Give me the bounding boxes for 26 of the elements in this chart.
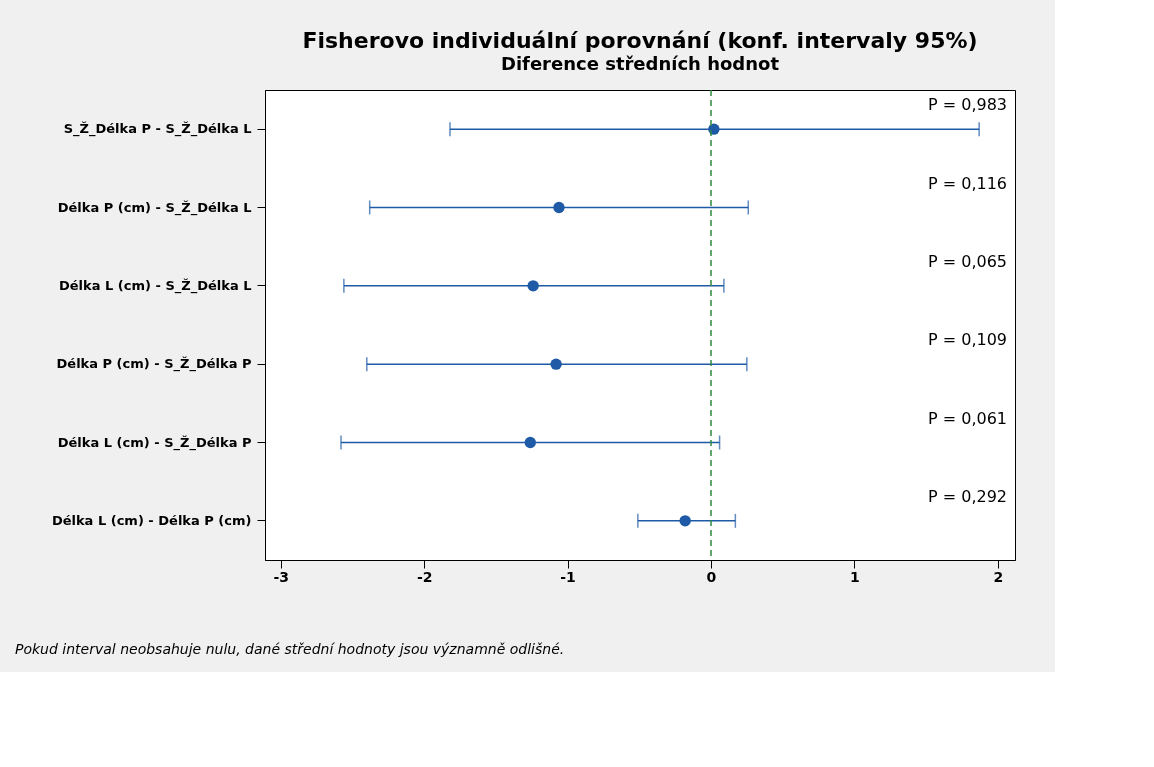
annotation: P = 0,116 bbox=[927, 173, 1007, 193]
y-tick-label: Délka P (cm) - S_Ž_Délka P bbox=[56, 356, 252, 373]
y-tick-label: Délka L (cm) - S_Ž_Délka L bbox=[59, 277, 252, 294]
point bbox=[527, 280, 539, 292]
y-tick-label: Délka P (cm) - S_Ž_Délka L bbox=[57, 199, 252, 216]
point bbox=[679, 515, 691, 527]
annotation: P = 0,983 bbox=[927, 95, 1007, 115]
x-tick-label: 0 bbox=[706, 568, 717, 585]
point bbox=[524, 436, 536, 449]
y-tick-label: Délka L (cm) - S_Ž_Délka P bbox=[57, 434, 252, 451]
x-tick-label: -3 bbox=[273, 568, 290, 585]
x-tick-label: 1 bbox=[850, 568, 860, 585]
point bbox=[553, 201, 565, 214]
chart-subtitle: Diference středních hodnot bbox=[500, 53, 780, 75]
y-tick-label: Délka L (cm) - Délka P (cm) bbox=[51, 512, 252, 528]
x-tick-label: -2 bbox=[416, 568, 433, 585]
text: Pokud interval neobsahuje nulu, dané střední hodnoty jsou významně odlišné. bbox=[15, 641, 565, 657]
x-tick-label: -1 bbox=[560, 568, 576, 585]
annotation: P = 0,109 bbox=[927, 330, 1007, 350]
point bbox=[550, 358, 562, 370]
chart-title: Fisherovo individuální porovnání (konf. intervaly 95%) bbox=[302, 28, 978, 54]
annotation: P = 0,292 bbox=[927, 486, 1007, 506]
annotation: P = 0,061 bbox=[927, 408, 1007, 428]
annotation: P = 0,065 bbox=[927, 251, 1007, 271]
y-tick-label: S_Ž_Délka P - S_Ž_Délka L bbox=[63, 121, 252, 138]
x-tick-label: 2 bbox=[993, 568, 1004, 585]
